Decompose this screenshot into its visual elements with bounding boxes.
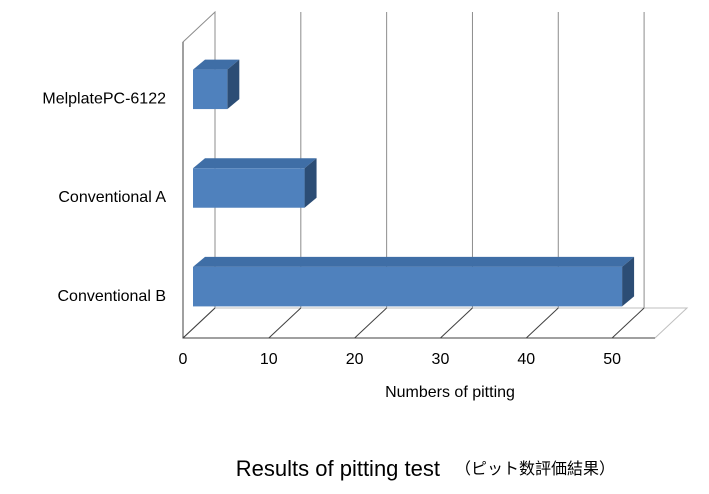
y-tick-label: Conventional A <box>58 189 166 206</box>
x-tick-label: 20 <box>346 351 364 368</box>
grid-line <box>354 307 387 339</box>
grid-line <box>611 307 645 339</box>
bar <box>193 168 305 208</box>
grid-line <box>440 307 473 339</box>
grid-line <box>525 307 559 339</box>
bar <box>193 69 228 110</box>
x-axis-label: Numbers of pitting <box>385 384 515 401</box>
bar-top <box>193 59 240 70</box>
bar-side <box>227 59 240 110</box>
floor <box>181 307 689 339</box>
grid-line <box>268 307 302 339</box>
x-tick-label: 40 <box>517 351 535 368</box>
y-tick-label: MelplatePC-6122 <box>42 91 166 108</box>
bar-top <box>193 158 317 169</box>
x-tick-label: 50 <box>603 351 621 368</box>
x-tick-label: 10 <box>260 351 278 368</box>
chart-title: Results of pitting test <box>236 456 440 481</box>
chart-subtitle: （ピット数評価結果） <box>455 460 615 478</box>
bar-side <box>622 256 635 307</box>
bar-side <box>304 158 317 208</box>
bar-top <box>193 256 635 267</box>
bar <box>193 266 623 307</box>
x-tick-label: 0 <box>179 351 188 368</box>
x-tick-label: 30 <box>432 351 450 368</box>
grid-line <box>182 307 216 339</box>
y-tick-label: Conventional B <box>57 288 166 305</box>
